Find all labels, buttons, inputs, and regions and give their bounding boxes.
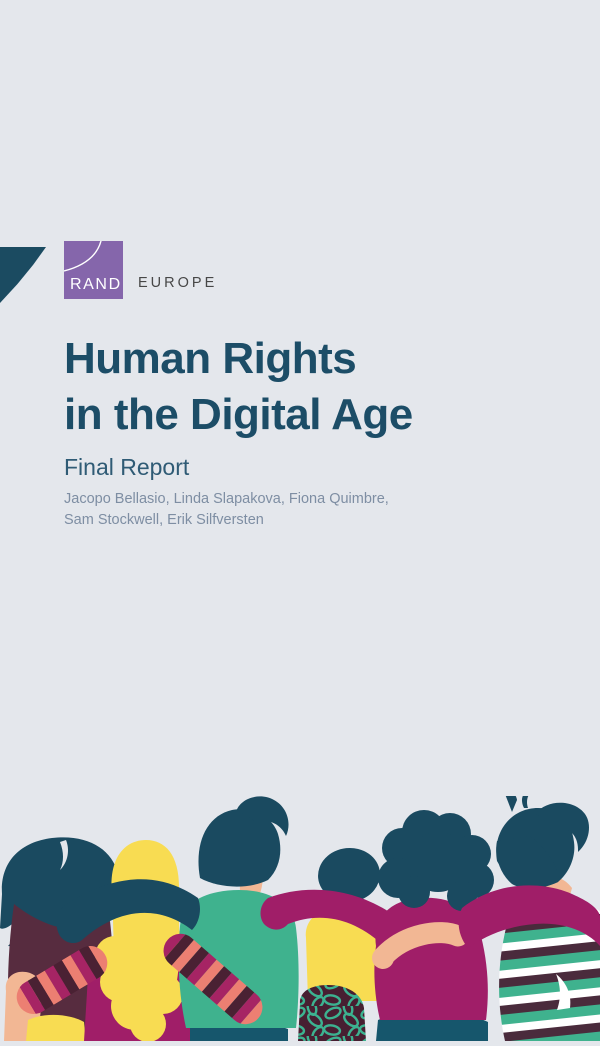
report-authors: Jacopo Bellasio, Linda Slapakova, Fiona … — [64, 489, 600, 531]
rand-logo-text: RAND — [70, 276, 122, 293]
rand-logo-arc-icon — [64, 241, 102, 272]
rand-logo-square: RAND — [64, 241, 123, 299]
authors-line2: Sam Stockwell, Erik Silfversten — [64, 512, 264, 529]
report-subtitle: Final Report — [64, 453, 190, 480]
report-title-line2: in the Digital Age — [64, 390, 413, 440]
person-4 — [298, 847, 382, 1041]
report-title: Human Rights in the Digital Age — [64, 331, 600, 444]
corner-accent-triangle — [0, 247, 46, 303]
group-hug-svg — [0, 791, 600, 1042]
authors-line1: Jacopo Bellasio, Linda Slapakova, Fiona … — [64, 491, 389, 508]
group-hug-illustration — [0, 791, 600, 1042]
report-title-line1: Human Rights — [64, 334, 357, 383]
europe-logo-text: EUROPE — [138, 275, 218, 291]
rand-europe-logo: RAND EUROPE — [64, 241, 600, 299]
